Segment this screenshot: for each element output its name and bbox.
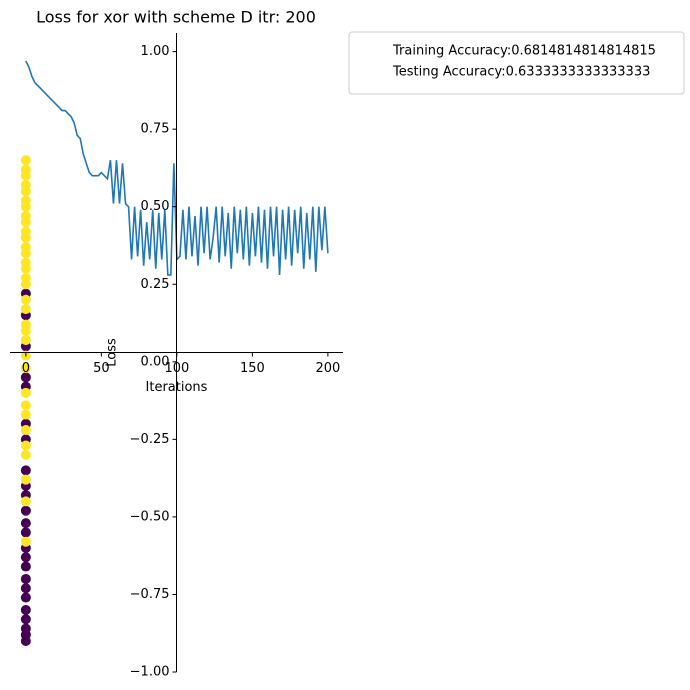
y-tick-label: −0.50 [130,509,170,524]
scatter-point [20,248,31,259]
x-tick-label: 0 [22,361,30,376]
y-tick-label: 0.50 [141,199,170,214]
chart-title: Loss for xor with scheme D itr: 200 [36,8,316,27]
scatter-point [20,604,31,615]
scatter-point [20,335,31,346]
scatter-point [20,372,31,383]
scatter-point [20,201,31,212]
y-tick-label: −0.25 [130,432,170,447]
scatter-point [20,186,31,197]
legend-label: Testing Accuracy:0.6333333333333333 [392,65,650,80]
scatter-point [20,527,31,538]
scatter-point [20,518,31,529]
scatter-point [20,279,31,290]
scatter-point [20,170,31,181]
scatter-point [20,465,31,476]
scatter-point [20,263,31,274]
scatter-point [20,552,31,563]
scatter-point [20,592,31,603]
scatter-point [20,304,31,315]
scatter-point [20,387,31,398]
x-tick-label: 200 [315,361,340,376]
y-tick-label: 0.00 [141,354,170,369]
x-axis-label: Iterations [146,380,208,395]
scatter-point [20,536,31,547]
y-tick-label: 0.75 [141,122,170,137]
scatter-point [20,155,31,166]
scatter-point [20,425,31,436]
scatter-point [20,217,31,228]
x-tick-label: 50 [93,361,110,376]
y-tick-label: −1.00 [130,665,170,680]
y-tick-label: 0.25 [141,277,170,292]
scatter-point [20,474,31,485]
x-tick-label: 100 [164,361,189,376]
scatter-point [20,440,31,451]
y-tick-label: 1.00 [141,44,170,59]
scatter-point [20,232,31,243]
scatter-point [20,400,31,411]
scatter-point [20,635,31,646]
scatter-point [20,505,31,516]
legend-box [348,31,685,95]
scatter-point [20,409,31,420]
scatter-point [20,573,31,584]
scatter-point [20,583,31,594]
y-tick-label: −0.75 [130,587,170,602]
x-tick-label: 150 [240,361,265,376]
y-axis-label: Loss [105,338,120,367]
scatter-point [20,363,31,374]
legend-label: Training Accuracy:0.6814814814814815 [392,44,656,59]
scatter-point [20,449,31,460]
scatter-point [20,325,31,336]
scatter-point [20,614,31,625]
scatter-point [20,496,31,507]
scatter-point [20,294,31,305]
scatter-point [20,561,31,572]
